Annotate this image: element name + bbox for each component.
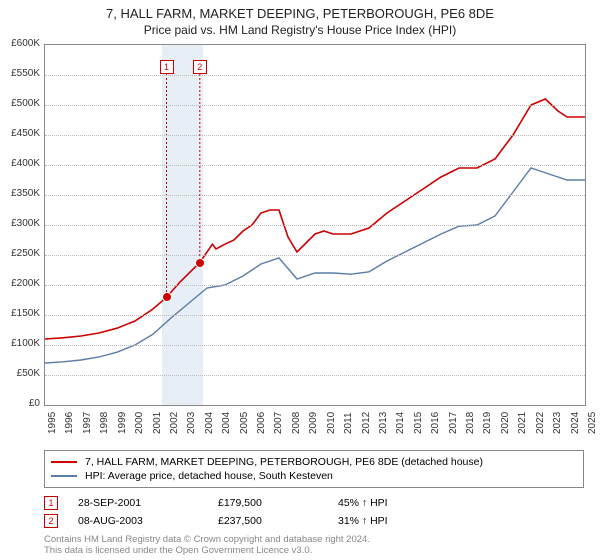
legend-label: HPI: Average price, detached house, Sout…	[85, 470, 333, 482]
x-axis-label: 2006	[256, 412, 267, 434]
x-axis-label: 2003	[186, 412, 197, 434]
sale-point	[162, 292, 172, 302]
y-axis-label: £600K	[0, 38, 40, 49]
gridline	[45, 105, 585, 106]
x-axis-label: 2000	[134, 412, 145, 434]
x-axis-label: 2012	[361, 412, 372, 434]
gridline	[45, 255, 585, 256]
x-axis-label: 2004	[204, 412, 215, 434]
legend-swatch	[51, 475, 77, 477]
y-axis-label: £50K	[0, 368, 40, 379]
x-axis-label: 2010	[326, 412, 337, 434]
sales-marker-icon: 1	[44, 496, 58, 510]
y-axis-label: £100K	[0, 338, 40, 349]
x-axis-label: 2024	[570, 412, 581, 434]
sale-marker-box: 1	[160, 60, 174, 74]
gridline	[45, 315, 585, 316]
footer-attribution: Contains HM Land Registry data © Crown c…	[44, 534, 370, 557]
x-axis-label: 2001	[152, 412, 163, 434]
gridline	[45, 285, 585, 286]
gridline	[45, 165, 585, 166]
chart-title: 7, HALL FARM, MARKET DEEPING, PETERBOROU…	[0, 0, 600, 21]
gridline	[45, 75, 585, 76]
x-axis-label: 2019	[482, 412, 493, 434]
sales-row: 2 08-AUG-2003£237,50031% ↑ HPI	[44, 512, 584, 530]
sale-point	[195, 258, 205, 268]
chart-subtitle: Price paid vs. HM Land Registry's House …	[0, 21, 600, 37]
gridline	[45, 135, 585, 136]
series-line	[45, 168, 585, 363]
x-axis-label: 2015	[413, 412, 424, 434]
x-axis-label: 2023	[552, 412, 563, 434]
x-axis-label: 2017	[448, 412, 459, 434]
y-axis-label: £200K	[0, 278, 40, 289]
y-axis-label: £500K	[0, 98, 40, 109]
sales-row: 1 28-SEP-2001£179,50045% ↑ HPI	[44, 494, 584, 512]
y-axis-label: £400K	[0, 158, 40, 169]
x-axis-label: 1995	[47, 412, 58, 434]
sales-pct: 31% ↑ HPI	[338, 515, 458, 527]
x-axis-label: 1996	[64, 412, 75, 434]
legend-row: HPI: Average price, detached house, Sout…	[51, 469, 577, 483]
gridline	[45, 225, 585, 226]
x-axis-label: 2025	[587, 412, 598, 434]
sales-pct: 45% ↑ HPI	[338, 497, 458, 509]
x-axis-label: 2008	[291, 412, 302, 434]
x-axis-label: 1998	[99, 412, 110, 434]
sale-marker-box: 2	[193, 60, 207, 74]
x-axis-label: 2022	[535, 412, 546, 434]
y-axis-label: £250K	[0, 248, 40, 259]
x-axis-label: 1999	[117, 412, 128, 434]
x-axis-label: 2018	[465, 412, 476, 434]
gridline	[45, 345, 585, 346]
legend-row: 7, HALL FARM, MARKET DEEPING, PETERBOROU…	[51, 455, 577, 469]
y-axis-label: £550K	[0, 68, 40, 79]
sales-date: 28-SEP-2001	[78, 497, 218, 509]
sales-marker-icon: 2	[44, 514, 58, 528]
legend-label: 7, HALL FARM, MARKET DEEPING, PETERBOROU…	[85, 456, 483, 468]
x-axis-label: 2020	[500, 412, 511, 434]
x-axis-label: 2014	[395, 412, 406, 434]
x-axis-label: 2002	[169, 412, 180, 434]
y-axis-label: £300K	[0, 218, 40, 229]
sales-price: £237,500	[218, 515, 338, 527]
sales-date: 08-AUG-2003	[78, 515, 218, 527]
x-axis-label: 2005	[239, 412, 250, 434]
sales-table: 1 28-SEP-2001£179,50045% ↑ HPI 2 08-AUG-200…	[44, 494, 584, 530]
y-axis-label: £0	[0, 398, 40, 409]
x-axis-label: 2009	[308, 412, 319, 434]
gridline	[45, 195, 585, 196]
x-axis-label: 2004	[221, 412, 232, 434]
x-axis-label: 2021	[517, 412, 528, 434]
gridline	[45, 375, 585, 376]
sales-price: £179,500	[218, 497, 338, 509]
legend-swatch	[51, 461, 77, 463]
y-axis-label: £150K	[0, 308, 40, 319]
footer-line-1: Contains HM Land Registry data © Crown c…	[44, 534, 370, 545]
chart-container: 7, HALL FARM, MARKET DEEPING, PETERBOROU…	[0, 0, 600, 560]
x-axis-label: 2007	[273, 412, 284, 434]
x-axis-label: 1997	[82, 412, 93, 434]
x-axis-label: 2013	[378, 412, 389, 434]
footer-line-2: This data is licensed under the Open Gov…	[44, 545, 370, 556]
y-axis-label: £350K	[0, 188, 40, 199]
legend-box: 7, HALL FARM, MARKET DEEPING, PETERBOROU…	[44, 450, 584, 488]
x-axis-label: 2011	[343, 412, 354, 434]
x-axis-label: 2016	[430, 412, 441, 434]
chart-plot-area: 12	[44, 44, 586, 406]
y-axis-label: £450K	[0, 128, 40, 139]
